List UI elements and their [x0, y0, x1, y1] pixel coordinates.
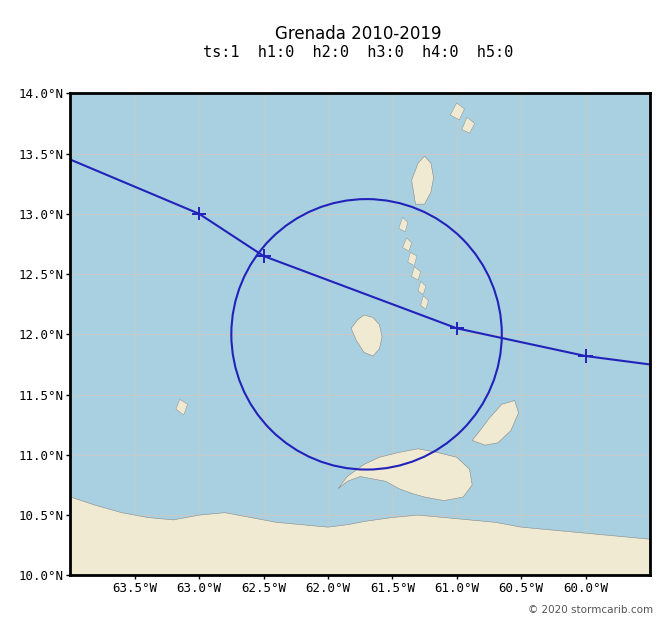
Polygon shape	[411, 267, 421, 280]
Polygon shape	[450, 103, 464, 120]
Polygon shape	[70, 497, 650, 575]
Polygon shape	[472, 401, 519, 445]
Polygon shape	[351, 315, 382, 356]
Polygon shape	[462, 118, 475, 133]
Polygon shape	[418, 281, 426, 295]
Polygon shape	[338, 449, 472, 501]
Polygon shape	[421, 295, 428, 309]
Text: © 2020 stormcarib.com: © 2020 stormcarib.com	[528, 605, 653, 615]
Polygon shape	[176, 399, 188, 415]
Polygon shape	[408, 253, 417, 266]
Polygon shape	[399, 218, 408, 232]
Polygon shape	[411, 156, 433, 204]
Text: Grenada 2010-2019: Grenada 2010-2019	[275, 26, 442, 43]
Text: ts:1  h1:0  h2:0  h3:0  h4:0  h5:0: ts:1 h1:0 h2:0 h3:0 h4:0 h5:0	[203, 45, 514, 60]
Polygon shape	[403, 238, 411, 251]
